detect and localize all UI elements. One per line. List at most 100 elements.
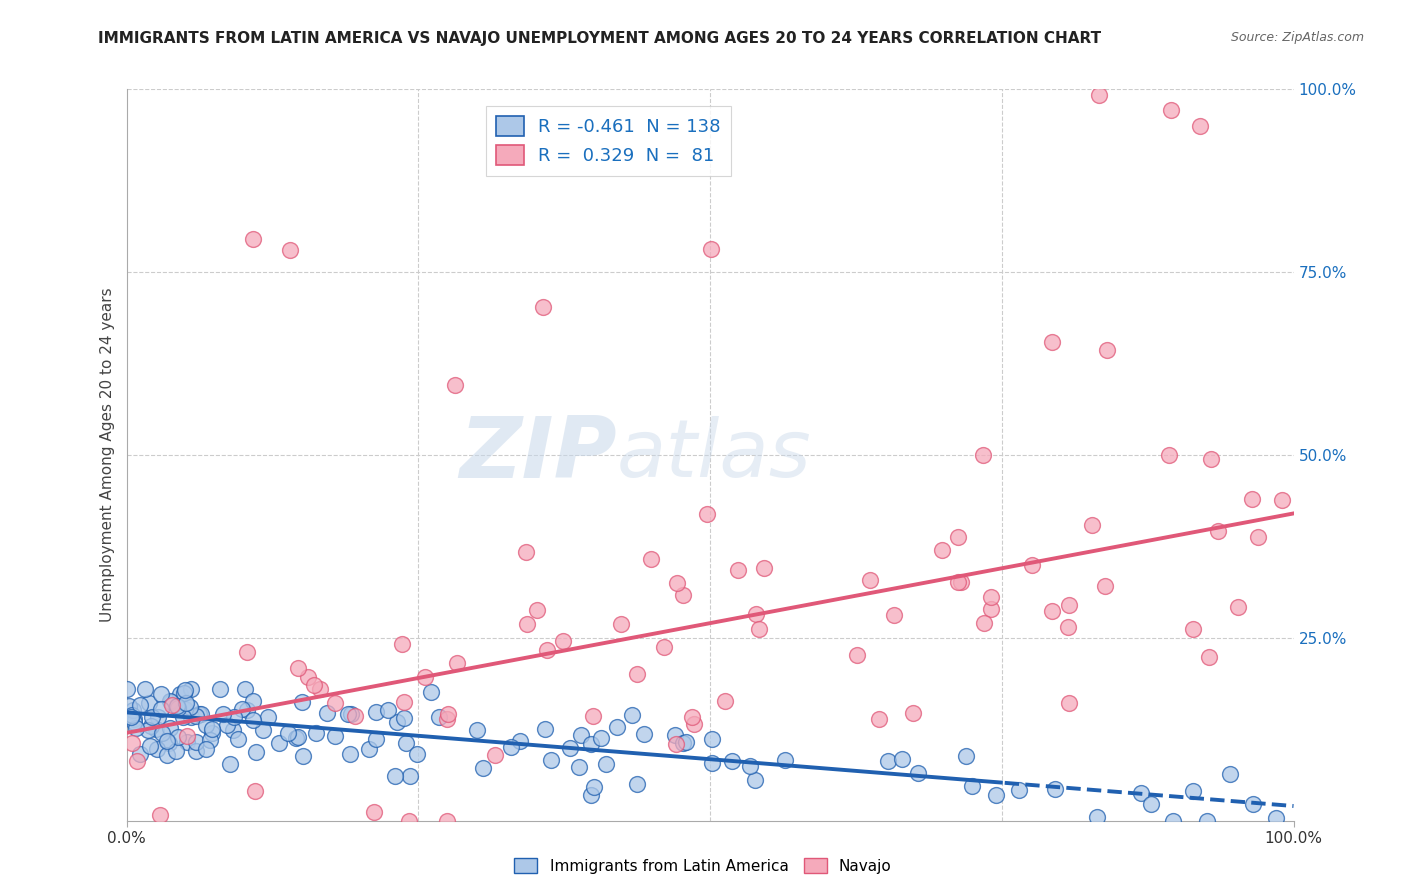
Point [931, 543, 953, 558]
Point [287, 661, 309, 675]
Point [128, 747, 150, 761]
Point [610, 617, 633, 632]
Point [145, 722, 167, 736]
Point [243, 784, 266, 798]
Point [366, 705, 388, 719]
Point [174, 702, 197, 716]
Point [125, 754, 148, 768]
Point [226, 732, 249, 747]
Point [156, 747, 179, 762]
Point [962, 779, 984, 793]
Point [287, 730, 309, 744]
Point [526, 603, 548, 617]
Point [138, 697, 160, 711]
Y-axis label: Unemployment Among Ages 20 to 24 years: Unemployment Among Ages 20 to 24 years [100, 287, 115, 623]
Point [309, 681, 332, 696]
Point [595, 757, 617, 772]
Point [1130, 786, 1153, 800]
Point [700, 242, 723, 256]
Point [980, 601, 1002, 615]
Point [748, 622, 770, 636]
Point [471, 762, 494, 776]
Point [291, 695, 314, 709]
Point [187, 707, 209, 722]
Point [1189, 119, 1212, 133]
Point [277, 726, 299, 740]
Text: IMMIGRANTS FROM LATIN AMERICA VS NAVAJO UNEMPLOYMENT AMONG AGES 20 TO 24 YEARS C: IMMIGRANTS FROM LATIN AMERICA VS NAVAJO … [98, 31, 1101, 46]
Point [357, 741, 380, 756]
Point [122, 715, 145, 730]
Point [1080, 518, 1102, 533]
Point [666, 575, 689, 590]
Point [392, 695, 415, 709]
Point [891, 752, 914, 766]
Point [145, 741, 167, 756]
Point [420, 685, 443, 699]
Point [1057, 620, 1080, 634]
Point [437, 706, 460, 721]
Point [720, 754, 742, 768]
Point [252, 723, 274, 737]
Point [1021, 558, 1043, 573]
Point [606, 720, 628, 734]
Point [516, 617, 538, 632]
Point [305, 726, 328, 740]
Point [946, 574, 969, 589]
Point [626, 776, 648, 790]
Point [267, 736, 290, 750]
Point [166, 698, 188, 713]
Point [436, 712, 458, 726]
Point [118, 699, 141, 714]
Point [165, 743, 187, 757]
Point [364, 732, 387, 747]
Point [172, 709, 194, 723]
Point [1247, 530, 1270, 544]
Point [387, 715, 409, 730]
Point [184, 709, 207, 723]
Point [876, 755, 898, 769]
Point [150, 687, 173, 701]
Point [285, 731, 308, 745]
Legend: R = -0.461  N = 138, R =  0.329  N =  81: R = -0.461 N = 138, R = 0.329 N = 81 [485, 105, 731, 176]
Point [159, 721, 181, 735]
Point [515, 545, 537, 559]
Point [683, 716, 706, 731]
Point [139, 739, 162, 753]
Point [233, 681, 256, 696]
Point [534, 722, 557, 736]
Point [201, 726, 224, 740]
Point [121, 707, 143, 722]
Point [1182, 783, 1205, 797]
Point [633, 727, 655, 741]
Point [1198, 650, 1220, 665]
Point [141, 710, 163, 724]
Point [1227, 600, 1250, 615]
Point [1157, 448, 1180, 462]
Point [1085, 810, 1108, 824]
Point [700, 756, 723, 770]
Point [363, 805, 385, 819]
Point [176, 729, 198, 743]
Point [139, 719, 162, 733]
Point [868, 712, 890, 726]
Point [222, 710, 245, 724]
Point [195, 742, 218, 756]
Point [665, 737, 688, 751]
Point [589, 731, 612, 745]
Point [1241, 491, 1264, 506]
Point [242, 713, 264, 727]
Point [215, 718, 238, 732]
Point [672, 736, 695, 750]
Point [184, 734, 207, 748]
Point [316, 706, 339, 720]
Point [1160, 103, 1182, 117]
Point [509, 734, 531, 748]
Point [212, 707, 235, 722]
Point [122, 703, 145, 717]
Point [1008, 783, 1031, 797]
Point [121, 736, 143, 750]
Point [1087, 88, 1109, 103]
Point [883, 608, 905, 623]
Point [903, 706, 925, 721]
Point [1265, 811, 1288, 825]
